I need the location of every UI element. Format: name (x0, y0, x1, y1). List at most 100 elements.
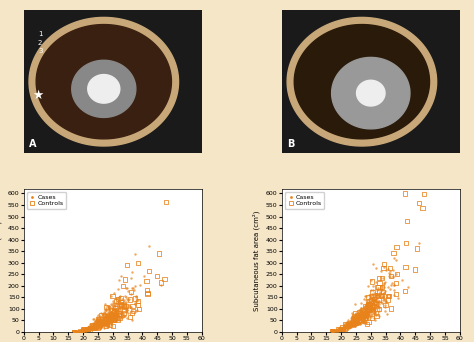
Point (358, 313, 366, 318)
Point (330, 328, 338, 334)
Point (121, 302, 129, 307)
Point (337, 326, 344, 331)
Point (87, 325, 94, 330)
Point (375, 309, 383, 314)
Point (128, 269, 136, 274)
Point (358, 310, 366, 316)
Point (344, 323, 351, 329)
Point (100, 319, 108, 325)
Point (362, 307, 370, 313)
Point (361, 303, 369, 308)
Point (390, 274, 397, 280)
Point (91, 323, 99, 328)
Point (161, 276, 168, 282)
Point (97, 317, 104, 323)
Point (92, 321, 100, 327)
Point (88, 324, 95, 329)
Point (101, 321, 109, 327)
Point (109, 298, 117, 304)
Point (354, 313, 362, 318)
Point (71, 329, 78, 334)
Point (338, 325, 346, 331)
Point (128, 286, 136, 291)
Point (82, 327, 90, 332)
Point (359, 314, 367, 320)
Point (376, 280, 383, 286)
Point (108, 303, 116, 308)
Point (358, 308, 366, 313)
Point (117, 274, 125, 279)
Point (91, 324, 98, 330)
Point (328, 329, 336, 334)
Point (351, 319, 359, 325)
Point (355, 317, 362, 323)
Point (378, 286, 386, 291)
Point (368, 306, 376, 311)
Point (358, 314, 366, 319)
Point (368, 301, 376, 307)
Point (375, 289, 383, 295)
Point (137, 282, 144, 288)
Point (100, 320, 108, 326)
Point (118, 308, 125, 314)
Point (363, 307, 371, 313)
Point (121, 305, 129, 310)
Point (113, 314, 120, 319)
Point (70, 329, 78, 334)
Point (70, 329, 78, 334)
Point (370, 302, 378, 307)
Point (119, 313, 127, 319)
Point (362, 303, 369, 308)
Point (80, 327, 87, 333)
Point (83, 327, 91, 332)
Point (99, 317, 107, 323)
Point (111, 306, 119, 312)
Point (360, 310, 367, 315)
Point (353, 317, 361, 322)
Point (101, 319, 109, 325)
Point (94, 319, 102, 324)
Point (359, 306, 367, 311)
Point (370, 310, 378, 315)
Point (107, 315, 114, 320)
Point (104, 321, 112, 326)
Point (82, 327, 90, 333)
Point (101, 313, 109, 318)
Point (87, 325, 94, 330)
Point (84, 324, 92, 330)
Point (87, 324, 95, 329)
Point (369, 288, 377, 293)
Point (375, 294, 383, 299)
Point (395, 295, 402, 301)
Point (363, 301, 370, 306)
Point (98, 321, 106, 326)
Point (122, 303, 130, 308)
Point (111, 312, 119, 318)
Point (109, 318, 116, 324)
Point (100, 319, 107, 325)
Point (344, 325, 352, 330)
Point (75, 328, 83, 334)
Point (115, 310, 122, 315)
Point (104, 311, 111, 317)
Point (93, 319, 100, 325)
Point (347, 320, 355, 326)
Point (79, 327, 87, 333)
Point (337, 325, 345, 331)
Point (341, 324, 349, 330)
Point (379, 294, 386, 300)
Point (363, 293, 370, 299)
Point (367, 309, 375, 314)
Point (110, 317, 118, 323)
Point (93, 321, 100, 327)
Point (354, 315, 361, 321)
Point (103, 321, 110, 327)
Point (346, 322, 354, 327)
Point (380, 297, 388, 302)
Point (95, 318, 103, 323)
Point (109, 310, 117, 316)
Point (82, 326, 89, 331)
Point (377, 283, 384, 289)
Point (113, 307, 120, 313)
Point (111, 308, 119, 314)
